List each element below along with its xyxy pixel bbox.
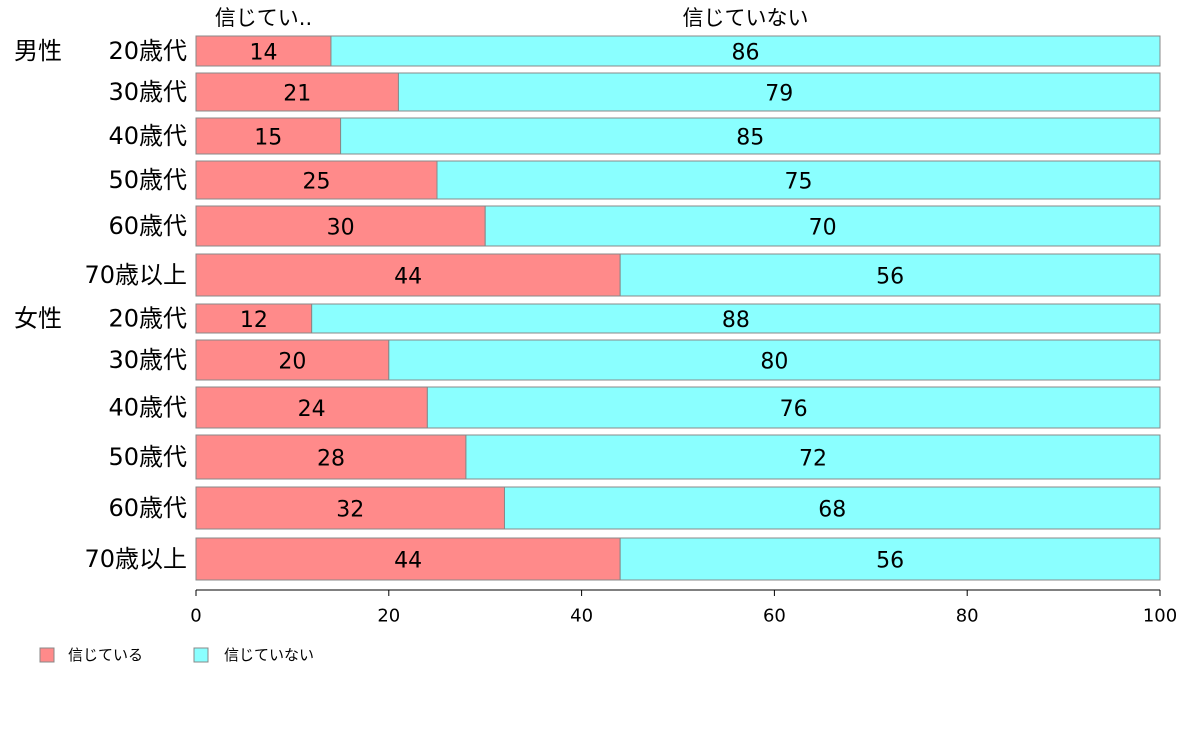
bar-believe-2 <box>195 72 399 112</box>
data-label-believe-8: 20 <box>278 350 306 375</box>
data-label-believe-9: 24 <box>298 397 326 422</box>
bar-believe-11 <box>195 486 505 530</box>
bar-believe-3 <box>195 117 342 155</box>
bar-not-believe-3 <box>340 117 1161 155</box>
data-label-not-believe-4: 75 <box>785 170 813 195</box>
bar-not-believe-9 <box>426 386 1161 429</box>
category-label-3: 40歳代 <box>108 122 187 150</box>
data-label-believe-4: 25 <box>303 170 331 195</box>
bar-believe-4 <box>195 160 438 200</box>
category-label-9: 40歳代 <box>108 394 187 422</box>
legend-label-2: 信じていない <box>224 646 314 664</box>
bar-not-believe-12 <box>619 537 1161 581</box>
bar-not-believe-11 <box>503 486 1161 530</box>
data-label-believe-12: 44 <box>394 549 422 574</box>
category-label-11: 60歳代 <box>108 494 187 522</box>
bar-believe-1 <box>195 35 332 67</box>
bar-not-believe-1 <box>330 35 1161 67</box>
legend-swatch-2 <box>193 647 209 663</box>
bar-believe-9 <box>195 386 428 429</box>
data-label-not-believe-11: 68 <box>818 498 846 523</box>
data-label-not-believe-2: 79 <box>765 82 793 107</box>
category-label-5: 60歳代 <box>108 212 187 240</box>
bar-not-believe-4 <box>436 160 1161 200</box>
group-label-1: 男性 <box>14 37 62 65</box>
bar-not-believe-6 <box>619 253 1161 297</box>
data-label-not-believe-10: 72 <box>799 447 827 472</box>
data-label-believe-7: 12 <box>240 308 268 333</box>
data-label-believe-6: 44 <box>394 265 422 290</box>
x-tick-label-5: 80 <box>956 606 979 627</box>
data-label-believe-10: 28 <box>317 447 345 472</box>
data-label-not-believe-7: 88 <box>722 308 750 333</box>
bar-believe-12 <box>195 537 621 581</box>
x-tick-label-2: 20 <box>377 606 400 627</box>
category-label-1: 20歳代 <box>108 37 187 65</box>
bar-not-believe-2 <box>397 72 1161 112</box>
data-label-believe-3: 15 <box>254 126 282 151</box>
bar-not-believe-7 <box>311 303 1161 334</box>
data-label-believe-5: 30 <box>327 216 355 241</box>
legend-label-1: 信じている <box>68 646 143 664</box>
group-label-7: 女性 <box>14 305 62 333</box>
data-label-believe-2: 21 <box>283 82 311 107</box>
bar-believe-5 <box>195 205 486 247</box>
category-label-4: 50歳代 <box>108 166 187 194</box>
series-header-1: 信じてい.. <box>215 6 312 30</box>
x-tick-label-4: 60 <box>763 606 786 627</box>
legend-swatch-1 <box>39 647 55 663</box>
category-label-2: 30歳代 <box>108 78 187 106</box>
category-label-6: 70歳以上 <box>84 261 187 289</box>
x-tick-label-1: 0 <box>190 606 201 627</box>
category-label-12: 70歳以上 <box>84 545 187 573</box>
category-label-10: 50歳代 <box>108 443 187 471</box>
data-label-not-believe-12: 56 <box>876 549 904 574</box>
x-tick-label-6: 100 <box>1143 606 1177 627</box>
category-label-8: 30歳代 <box>108 346 187 374</box>
bar-not-believe-10 <box>465 434 1161 480</box>
data-label-not-believe-5: 70 <box>809 216 837 241</box>
data-label-not-believe-3: 85 <box>736 126 764 151</box>
data-label-not-believe-1: 86 <box>731 41 759 66</box>
data-label-believe-1: 14 <box>249 41 277 66</box>
bar-believe-7 <box>195 303 313 334</box>
series-header-2: 信じていない <box>682 6 808 30</box>
data-label-not-believe-6: 56 <box>876 265 904 290</box>
x-tick-label-3: 40 <box>570 606 593 627</box>
data-label-not-believe-9: 76 <box>780 397 808 422</box>
bar-not-believe-5 <box>484 205 1161 247</box>
category-label-7: 20歳代 <box>108 305 187 333</box>
bar-not-believe-8 <box>388 339 1161 381</box>
data-label-not-believe-8: 80 <box>760 350 788 375</box>
data-label-believe-11: 32 <box>336 498 364 523</box>
bar-believe-10 <box>195 434 467 480</box>
